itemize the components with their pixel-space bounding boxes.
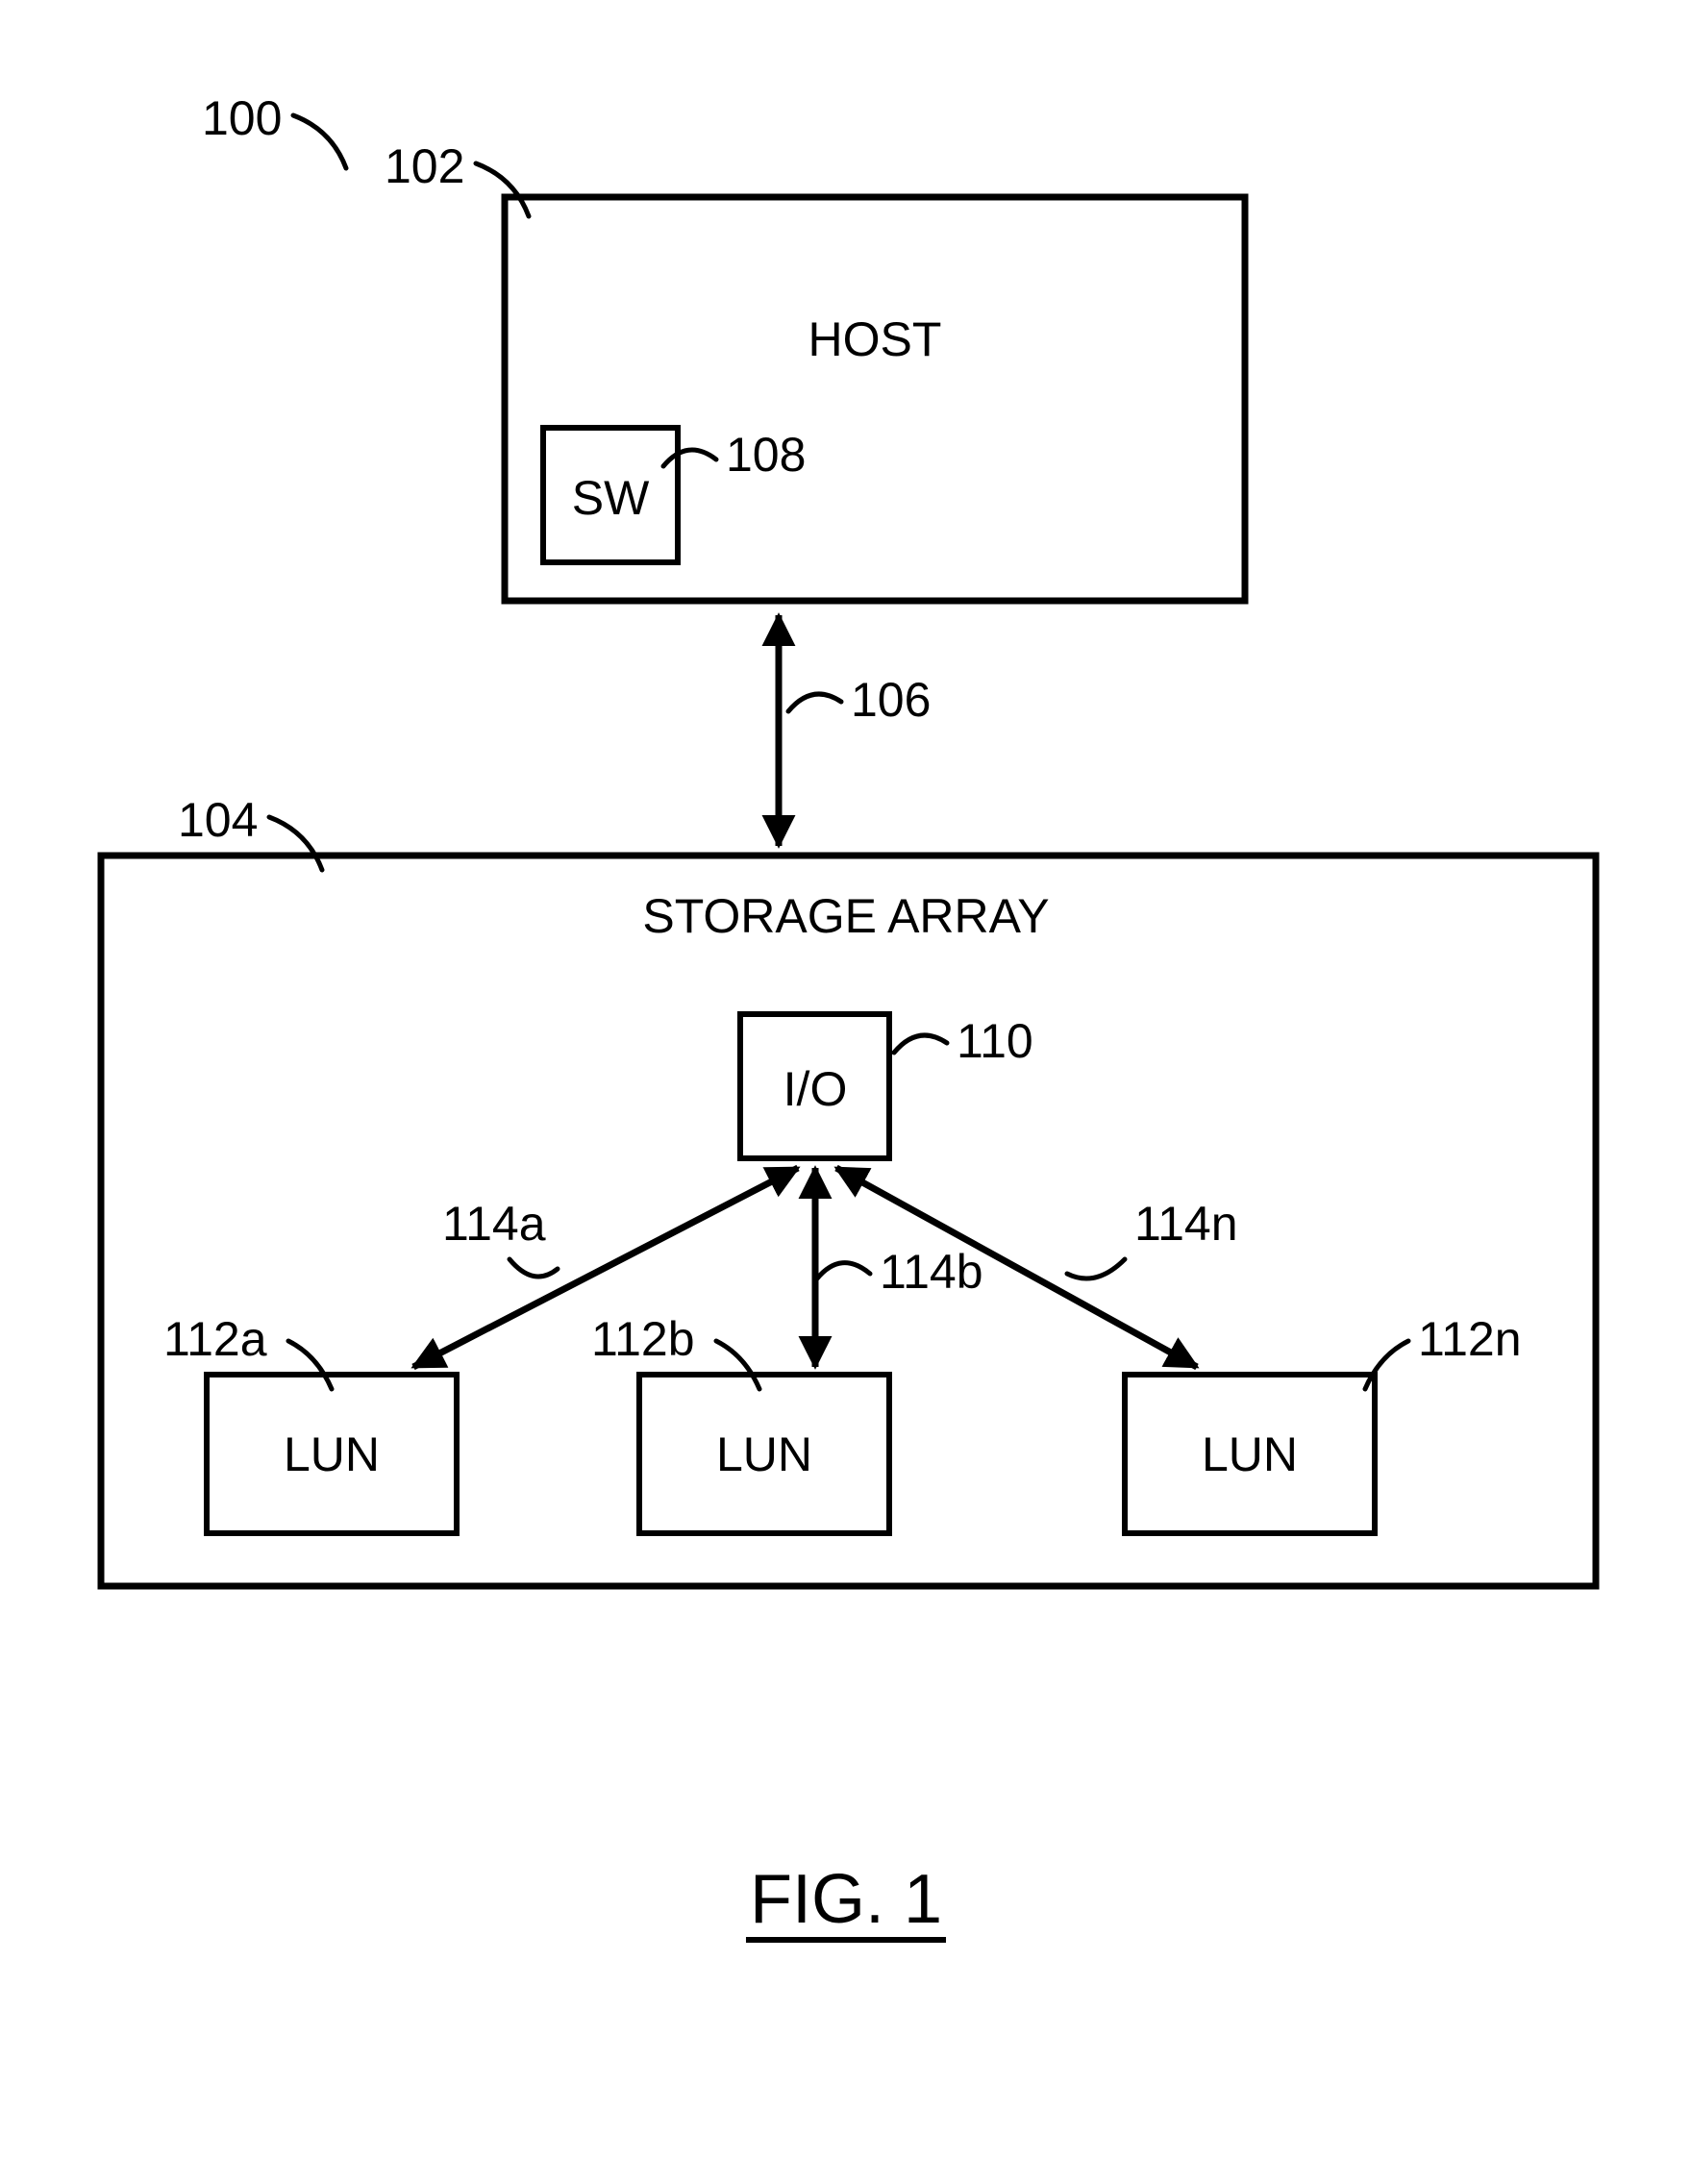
lun-a-box-label: LUN (284, 1427, 380, 1481)
r102-text: 102 (385, 139, 464, 193)
sw-box-label: SW (572, 471, 650, 525)
r114n: 114n (1067, 1197, 1238, 1278)
r114a-leader (510, 1259, 558, 1277)
r100-text: 100 (202, 91, 282, 145)
r110-leader (894, 1035, 947, 1053)
r112b-leader (716, 1341, 759, 1389)
r112b-text: 112b (591, 1312, 695, 1366)
lun-b-box: LUN (639, 1375, 889, 1533)
lun-n-box-label: LUN (1202, 1427, 1298, 1481)
r110: 110 (894, 1014, 1033, 1068)
r106-text: 106 (851, 673, 931, 727)
io-box-label: I/O (783, 1062, 848, 1116)
r112a-leader (288, 1341, 332, 1389)
r106: 106 (788, 673, 931, 727)
r112n-text: 112n (1418, 1312, 1522, 1366)
r114n-leader (1067, 1259, 1125, 1278)
r114b: 114b (817, 1245, 983, 1299)
host-box-label: HOST (808, 312, 942, 366)
r100-leader (293, 115, 346, 168)
figure-title-text: FIG. 1 (750, 1861, 942, 1938)
lun-b-box-label: LUN (716, 1427, 812, 1481)
storage-array-box-label: STORAGE ARRAY (642, 889, 1049, 943)
r112n-leader (1365, 1341, 1408, 1389)
lun-a-box: LUN (207, 1375, 457, 1533)
figure-title: FIG. 1 (746, 1861, 946, 1940)
r104-leader (269, 817, 322, 870)
r108: 108 (663, 428, 806, 482)
r112a-text: 112a (163, 1312, 267, 1366)
sw-box: SW (543, 428, 678, 562)
r106-leader (788, 694, 841, 711)
r104-text: 104 (178, 793, 258, 847)
r108-text: 108 (726, 428, 806, 482)
lun-n-box: LUN (1125, 1375, 1375, 1533)
r108-leader (663, 450, 716, 466)
r114a: 114a (442, 1197, 558, 1277)
r100: 100 (202, 91, 346, 168)
r114b-text: 114b (880, 1245, 983, 1299)
r114a-text: 114a (442, 1197, 546, 1251)
host-box: HOST (505, 197, 1245, 601)
r110-text: 110 (957, 1014, 1033, 1068)
r114b-leader (817, 1263, 870, 1278)
r114n-text: 114n (1134, 1197, 1238, 1251)
r112n: 112n (1365, 1312, 1522, 1389)
io-box: I/O (740, 1014, 889, 1158)
